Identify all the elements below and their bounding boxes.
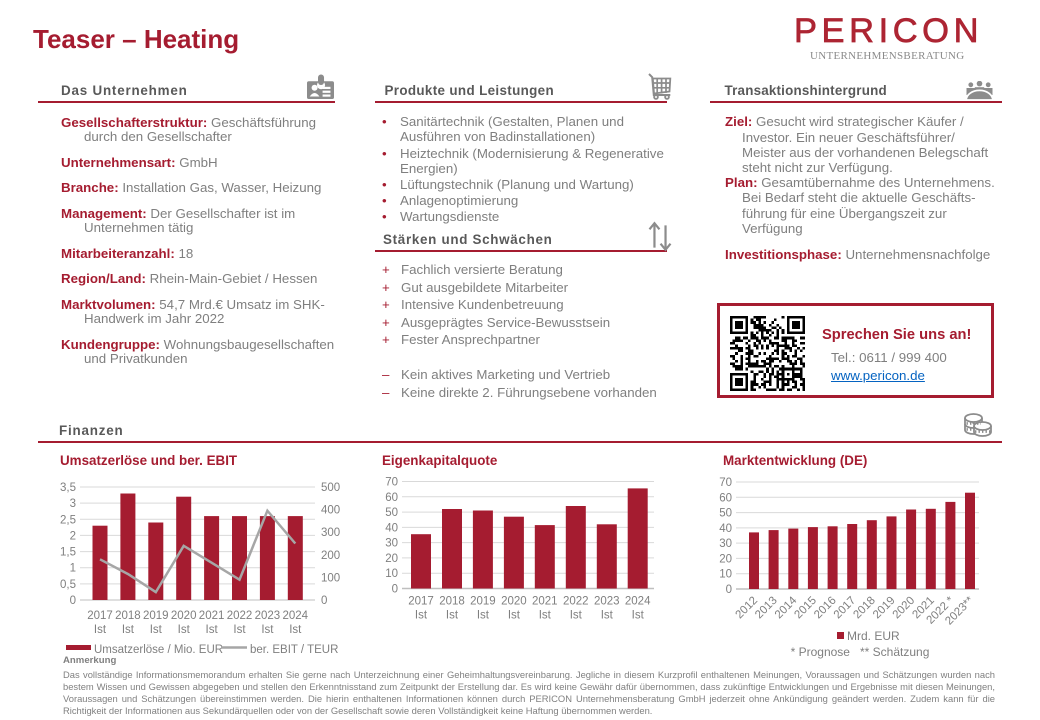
svg-text:2019: 2019 bbox=[143, 610, 169, 622]
svg-text:2017: 2017 bbox=[87, 610, 113, 622]
svg-text:2021: 2021 bbox=[199, 610, 225, 622]
svg-text:Ist: Ist bbox=[206, 624, 219, 636]
svg-text:2017: 2017 bbox=[832, 595, 859, 622]
svg-text:Ist: Ist bbox=[233, 624, 246, 636]
svg-text:2021: 2021 bbox=[532, 596, 558, 608]
svg-text:2015: 2015 bbox=[792, 595, 819, 622]
svg-text:Ist: Ist bbox=[150, 624, 163, 636]
svg-text:Ist: Ist bbox=[601, 610, 614, 622]
svg-text:2022: 2022 bbox=[227, 610, 253, 622]
svg-text:1,5: 1,5 bbox=[60, 547, 76, 559]
svg-text:2024: 2024 bbox=[283, 610, 309, 622]
svg-text:2023: 2023 bbox=[594, 596, 620, 608]
svg-text:300: 300 bbox=[321, 527, 340, 539]
svg-text:Ist: Ist bbox=[289, 624, 302, 636]
svg-text:Ist: Ist bbox=[122, 624, 135, 636]
svg-text:100: 100 bbox=[321, 572, 340, 584]
svg-text:20: 20 bbox=[385, 553, 398, 565]
svg-text:0: 0 bbox=[726, 584, 732, 596]
svg-text:70: 70 bbox=[719, 477, 732, 489]
svg-text:50: 50 bbox=[385, 507, 398, 519]
svg-text:* Prognose ** Schätzung: * Prognose ** Schätzung bbox=[791, 645, 930, 659]
svg-text:Ist: Ist bbox=[477, 610, 490, 622]
svg-text:1: 1 bbox=[70, 563, 76, 575]
svg-text:2022: 2022 bbox=[563, 596, 589, 608]
svg-text:2017: 2017 bbox=[408, 596, 434, 608]
svg-text:0,5: 0,5 bbox=[60, 579, 76, 591]
svg-text:Mrd. EUR: Mrd. EUR bbox=[847, 629, 900, 643]
svg-text:2: 2 bbox=[70, 530, 76, 542]
svg-text:Ist: Ist bbox=[446, 610, 459, 622]
svg-text:Ist: Ist bbox=[632, 610, 645, 622]
svg-text:0: 0 bbox=[321, 595, 327, 607]
svg-text:Ist: Ist bbox=[570, 610, 583, 622]
svg-text:Ist: Ist bbox=[539, 610, 552, 622]
svg-text:2,5: 2,5 bbox=[60, 514, 76, 526]
svg-text:2019: 2019 bbox=[470, 596, 496, 608]
svg-text:2023: 2023 bbox=[255, 610, 281, 622]
svg-text:20: 20 bbox=[719, 553, 732, 565]
svg-text:60: 60 bbox=[385, 492, 398, 504]
svg-text:200: 200 bbox=[321, 550, 340, 562]
svg-text:2018: 2018 bbox=[115, 610, 141, 622]
svg-text:2018: 2018 bbox=[439, 596, 465, 608]
svg-text:ber. EBIT / TEUR: ber. EBIT / TEUR bbox=[250, 644, 338, 656]
svg-text:70: 70 bbox=[385, 477, 398, 489]
svg-text:2012: 2012 bbox=[734, 595, 761, 622]
svg-text:2020: 2020 bbox=[171, 610, 197, 622]
svg-text:500: 500 bbox=[321, 482, 340, 494]
svg-text:60: 60 bbox=[719, 492, 732, 504]
svg-text:2013: 2013 bbox=[753, 595, 780, 622]
svg-text:Ist: Ist bbox=[415, 610, 428, 622]
svg-text:2020: 2020 bbox=[891, 595, 918, 622]
svg-text:Ist: Ist bbox=[261, 624, 274, 636]
svg-text:0: 0 bbox=[392, 584, 398, 596]
svg-text:Ist: Ist bbox=[94, 624, 107, 636]
svg-text:2016: 2016 bbox=[812, 595, 839, 622]
svg-text:3: 3 bbox=[70, 498, 76, 510]
svg-text:2019: 2019 bbox=[871, 595, 898, 622]
svg-text:Ist: Ist bbox=[178, 624, 191, 636]
svg-text:Umsatzerlöse / Mio. EUR: Umsatzerlöse / Mio. EUR bbox=[94, 644, 223, 656]
svg-text:2020: 2020 bbox=[501, 596, 527, 608]
svg-text:30: 30 bbox=[385, 538, 398, 550]
svg-text:3,5: 3,5 bbox=[60, 482, 76, 494]
svg-text:10: 10 bbox=[719, 569, 732, 581]
svg-text:400: 400 bbox=[321, 505, 340, 517]
svg-text:30: 30 bbox=[719, 538, 732, 550]
svg-text:40: 40 bbox=[719, 523, 732, 535]
svg-text:40: 40 bbox=[385, 522, 398, 534]
svg-text:50: 50 bbox=[719, 508, 732, 520]
svg-text:2024: 2024 bbox=[625, 596, 651, 608]
svg-text:2018: 2018 bbox=[851, 595, 878, 622]
svg-text:0: 0 bbox=[70, 595, 76, 607]
svg-text:10: 10 bbox=[385, 568, 398, 580]
svg-text:Ist: Ist bbox=[508, 610, 521, 622]
